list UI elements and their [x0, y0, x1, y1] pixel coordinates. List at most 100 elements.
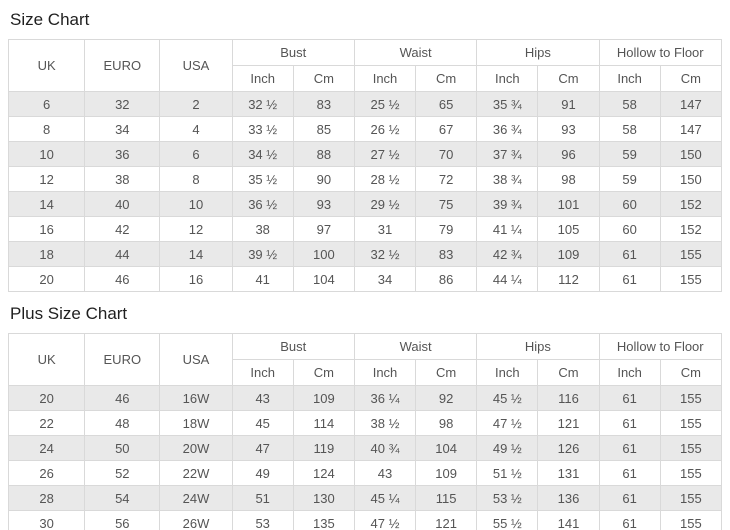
- table-cell: 155: [659, 410, 723, 436]
- table-row: 10 36 6 34 ½ 88 27 ½ 70 37 ¾ 96 59 150: [7, 141, 723, 167]
- table-cell: 61: [598, 510, 661, 530]
- table-cell: 116: [537, 385, 600, 411]
- table-cell: 43: [231, 385, 294, 411]
- table-cell: 35 ¾: [476, 91, 539, 117]
- unit-header: Cm: [292, 359, 355, 386]
- table-cell: 22W: [159, 460, 233, 486]
- table-cell: 32 ½: [231, 91, 294, 117]
- table-cell: 26W: [159, 510, 233, 530]
- table-cell: 47 ½: [353, 510, 417, 530]
- table-cell: 155: [659, 266, 723, 292]
- table-cell: 61: [598, 241, 661, 267]
- header-row-groups: UK EURO USA Bust Waist Hips Hollow to Floor: [7, 39, 723, 92]
- table-cell: 51: [231, 485, 294, 511]
- table-cell: 104: [415, 435, 478, 461]
- table-cell: 38 ¾: [476, 166, 539, 192]
- table-cell: 61: [598, 385, 661, 411]
- table-cell: 58: [598, 91, 661, 117]
- table-row: 6 32 2 32 ½ 83 25 ½ 65 35 ¾ 91 58 147: [7, 91, 723, 117]
- table-cell: 150: [659, 166, 723, 192]
- unit-header: Cm: [415, 359, 478, 386]
- table-cell: 39 ¾: [476, 191, 539, 217]
- table-cell: 100: [292, 241, 355, 267]
- table-row: 16 42 12 38 97 31 79 41 ¼ 105 60 152: [7, 216, 723, 242]
- table-cell: 34: [84, 116, 161, 142]
- table-cell: 35 ½: [231, 166, 294, 192]
- table-cell: 29 ½: [353, 191, 417, 217]
- table-cell: 55 ½: [476, 510, 539, 530]
- unit-header: Inch: [231, 65, 294, 92]
- table-cell: 53 ½: [476, 485, 539, 511]
- column-group-header: Hollow to Floor: [598, 333, 723, 360]
- table-cell: 6: [7, 91, 86, 117]
- unit-header: Cm: [659, 65, 723, 92]
- table-cell: 98: [415, 410, 478, 436]
- table-cell: 109: [537, 241, 600, 267]
- table-cell: 25 ½: [353, 91, 417, 117]
- plus-size-chart-title: Plus Size Chart: [10, 304, 128, 323]
- table-cell: 83: [292, 91, 355, 117]
- table-cell: 38: [231, 216, 294, 242]
- unit-header: Cm: [292, 65, 355, 92]
- column-group-header: Hips: [476, 39, 600, 66]
- table-cell: 91: [537, 91, 600, 117]
- table-cell: 88: [292, 141, 355, 167]
- table-cell: 40 ¾: [353, 435, 417, 461]
- table-cell: 22: [7, 410, 86, 436]
- unit-header: Inch: [353, 359, 417, 386]
- table-cell: 12: [7, 166, 86, 192]
- table-cell: 109: [415, 460, 478, 486]
- table-cell: 36: [84, 141, 161, 167]
- table-cell: 98: [537, 166, 600, 192]
- table-cell: 44 ¼: [476, 266, 539, 292]
- plus-size-chart-table: UK EURO USA Bust Waist Hips Hollow to Floor Inc…: [7, 333, 723, 530]
- table-cell: 126: [537, 435, 600, 461]
- table-cell: 141: [537, 510, 600, 530]
- table-cell: 152: [659, 216, 723, 242]
- table-cell: 121: [415, 510, 478, 530]
- table-row: 22 48 18W 45 114 38 ½ 98 47 ½ 121 61 155: [7, 410, 723, 436]
- table-cell: 61: [598, 485, 661, 511]
- unit-header: Inch: [476, 65, 539, 92]
- table-cell: 24W: [159, 485, 233, 511]
- table-cell: 41 ¼: [476, 216, 539, 242]
- table-cell: 104: [292, 266, 355, 292]
- table-cell: 36 ¾: [476, 116, 539, 142]
- table-cell: 45 ¼: [353, 485, 417, 511]
- table-cell: 85: [292, 116, 355, 142]
- table-cell: 12: [159, 216, 233, 242]
- table-cell: 16: [7, 216, 86, 242]
- table-cell: 36 ½: [231, 191, 294, 217]
- column-group-header: Waist: [353, 39, 478, 66]
- table-cell: 32 ½: [353, 241, 417, 267]
- table-cell: 28: [7, 485, 86, 511]
- table-cell: 38: [84, 166, 161, 192]
- table-row: 18 44 14 39 ½ 100 32 ½ 83 42 ¾ 109 61 155: [7, 241, 723, 267]
- size-chart-table: UK EURO USA Bust Waist Hips Hollow to Floor Inc…: [7, 39, 723, 292]
- size-chart-title: Size Chart: [10, 10, 90, 29]
- column-header: UK: [7, 333, 86, 386]
- table-cell: 10: [7, 141, 86, 167]
- table-row: 12 38 8 35 ½ 90 28 ½ 72 38 ¾ 98 59 150: [7, 166, 723, 192]
- table-cell: 70: [415, 141, 478, 167]
- table-cell: 101: [537, 191, 600, 217]
- table-cell: 135: [292, 510, 355, 530]
- table-cell: 14: [159, 241, 233, 267]
- table-row: 30 56 26W 53 135 47 ½ 121 55 ½ 141 61 155: [7, 510, 723, 530]
- table-cell: 30: [7, 510, 86, 530]
- table-cell: 16W: [159, 385, 233, 411]
- table-cell: 46: [84, 385, 161, 411]
- table-cell: 54: [84, 485, 161, 511]
- column-group-header: Bust: [231, 333, 355, 360]
- table-cell: 65: [415, 91, 478, 117]
- table-cell: 34 ½: [231, 141, 294, 167]
- table-cell: 155: [659, 385, 723, 411]
- table-cell: 10: [159, 191, 233, 217]
- table-cell: 28 ½: [353, 166, 417, 192]
- table-cell: 155: [659, 435, 723, 461]
- table-cell: 8: [159, 166, 233, 192]
- table-cell: 83: [415, 241, 478, 267]
- table-cell: 130: [292, 485, 355, 511]
- table-cell: 47: [231, 435, 294, 461]
- table-cell: 47 ½: [476, 410, 539, 436]
